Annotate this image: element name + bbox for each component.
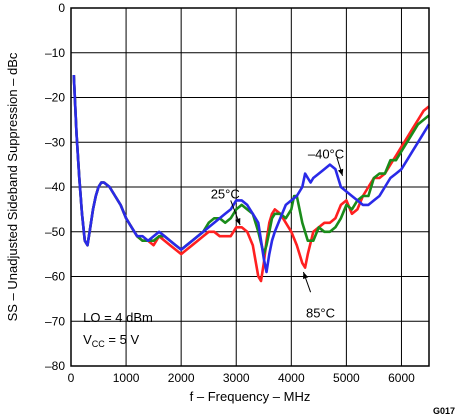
x-tick-label: 0 bbox=[68, 371, 75, 385]
y-tick-label: 0 bbox=[58, 1, 65, 15]
x-tick-label: 6000 bbox=[388, 371, 415, 385]
series-label: 25°C bbox=[211, 187, 240, 202]
y-axis-label: SS – Unadjusted Sideband Suppression – d… bbox=[5, 52, 20, 321]
series-line-2 bbox=[72, 75, 431, 274]
x-tick-label: 1000 bbox=[113, 371, 140, 385]
figure-id: G017 bbox=[433, 406, 455, 416]
y-tick-label: –40 bbox=[45, 180, 65, 194]
y-tick-label: –20 bbox=[45, 91, 65, 105]
x-tick-labels: 0 1000 2000 3000 4000 5000 6000 bbox=[68, 371, 415, 385]
y-tick-label: –30 bbox=[45, 135, 65, 149]
y-tick-label: –10 bbox=[45, 46, 65, 60]
series-lines bbox=[72, 75, 431, 283]
y-tick-labels: 0 –10 –20 –30 –40 –50 –60 –70 –80 bbox=[45, 1, 65, 373]
vcc-annotation: VCC = 5 V bbox=[83, 332, 139, 349]
y-tick-label: –70 bbox=[45, 314, 65, 328]
x-tick-label: 5000 bbox=[333, 371, 360, 385]
series-label: 85°C bbox=[306, 305, 335, 320]
series-line-1 bbox=[72, 75, 430, 256]
x-tick-label: 4000 bbox=[278, 371, 305, 385]
x-axis-label: f – Frequency – MHz bbox=[190, 389, 311, 404]
y-tick-label: –80 bbox=[45, 359, 65, 373]
x-tick-label: 3000 bbox=[223, 371, 250, 385]
y-tick-label: –50 bbox=[45, 225, 65, 239]
x-tick-label: 2000 bbox=[168, 371, 195, 385]
series-labels: –40°C 25°C 85°C bbox=[211, 146, 344, 320]
y-tick-label: –60 bbox=[45, 270, 65, 284]
lo-annotation: LO = 4 dBm bbox=[83, 310, 153, 325]
series-label: –40°C bbox=[308, 146, 344, 161]
series-label-arrowhead bbox=[235, 218, 241, 225]
series-label-arrowhead bbox=[303, 272, 309, 279]
series-label-arrowhead bbox=[338, 168, 344, 176]
plot-frame bbox=[70, 7, 430, 367]
